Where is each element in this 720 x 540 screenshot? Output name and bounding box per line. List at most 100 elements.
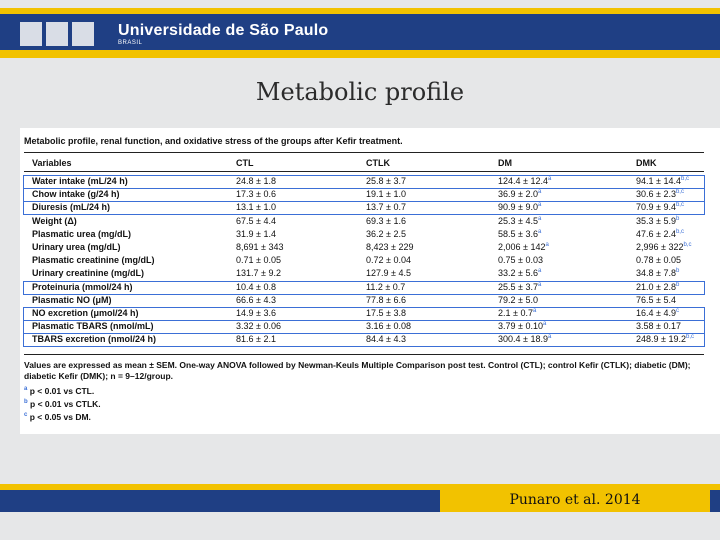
cell-variable-value: Plasmatic urea (mg/dL)	[32, 228, 132, 239]
cell-ctlk-value: 127.9 ± 4.5	[366, 268, 411, 279]
col-header-variables: Variables	[32, 158, 72, 168]
table-row: Plasmatic creatinine (mg/dL) 0.71 ± 0.05 0…	[24, 255, 704, 267]
cell-dmk-value: 47.6 ± 2.4	[636, 228, 676, 239]
cell-dmk-value: 0.78 ± 0.05	[636, 255, 681, 266]
col-header-dmk: DMK	[636, 158, 657, 168]
cell-dm-significance: a	[547, 334, 552, 341]
cell-dm: 90.9 ± 9.0a	[498, 202, 541, 212]
cell-dmk: 35.3 ± 5.9b	[636, 216, 679, 226]
cell-dmk: 2,996 ± 322b,c	[636, 242, 692, 252]
footnote-a: a p < 0.01 vs CTL.	[24, 386, 94, 396]
cell-dm: 2,006 ± 142a	[498, 242, 549, 252]
cell-dm-significance: a	[537, 189, 542, 196]
cell-ctlk: 77.8 ± 6.6	[366, 295, 406, 305]
top-rule	[24, 152, 704, 153]
cell-variable: Urinary urea (mg/dL)	[32, 242, 121, 252]
cell-ctl: 131.7 ± 9.2	[236, 268, 281, 278]
cell-dmk-significance: b,c	[680, 176, 689, 182]
logo-letter-p	[72, 22, 94, 46]
cell-dmk-value: 34.8 ± 7.8	[636, 268, 676, 279]
cell-variable-value: TBARS excretion (nmol/24 h)	[32, 334, 157, 345]
cell-dm: 25.3 ± 4.5a	[498, 216, 541, 226]
footnote-a-mark: a	[24, 386, 28, 393]
cell-variable-value: Urinary creatinine (mg/dL)	[32, 268, 145, 279]
cell-ctl: 0.71 ± 0.05	[236, 255, 281, 265]
university-name: Universidade de São Paulo	[118, 22, 329, 39]
cell-dm-value: 2,006 ± 142	[498, 242, 546, 252]
cell-ctlk-value: 8,423 ± 229	[366, 242, 414, 252]
cell-variable-value: Weight (Δ)	[32, 215, 77, 226]
cell-dm-value: 25.3 ± 4.5	[498, 215, 538, 226]
cell-dmk-significance: b	[675, 268, 680, 275]
cell-variable: Diuresis (mL/24 h)	[32, 202, 110, 212]
cell-dmk-value: 76.5 ± 5.4	[636, 294, 676, 305]
cell-ctl: 24.8 ± 1.8	[236, 176, 276, 186]
cell-ctlk-value: 77.8 ± 6.6	[366, 294, 406, 305]
cell-dm-significance: a	[537, 215, 542, 222]
cell-ctl: 13.1 ± 1.0	[236, 202, 276, 212]
cell-variable: Plasmatic TBARS (nmol/mL)	[32, 321, 154, 331]
header-rule	[24, 171, 704, 172]
cell-ctl: 31.9 ± 1.4	[236, 229, 276, 239]
cell-dm: 25.5 ± 3.7a	[498, 282, 541, 292]
cell-dmk-value: 21.0 ± 2.8	[636, 281, 676, 292]
cell-dm: 36.9 ± 2.0a	[498, 189, 541, 199]
cell-dm-value: 90.9 ± 9.0	[498, 202, 538, 213]
cell-ctl-value: 24.8 ± 1.8	[236, 176, 276, 186]
table-caption: Metabolic profile, renal function, and o…	[24, 136, 403, 146]
cell-dm-value: 3.79 ± 0.10	[498, 321, 543, 332]
cell-dmk: 34.8 ± 7.8b	[636, 268, 679, 278]
footnote-c-text: p < 0.05 vs DM.	[29, 412, 91, 422]
cell-ctlk-value: 13.7 ± 0.7	[366, 202, 406, 213]
cell-ctl-value: 10.4 ± 0.8	[236, 281, 276, 292]
cell-dmk-value: 30.6 ± 2.3	[636, 189, 676, 200]
table-row: Weight (Δ) 67.5 ± 4.4 69.3 ± 1.6 25.3 ± 4.5…	[24, 216, 704, 228]
cell-ctl-value: 17.3 ± 0.6	[236, 189, 276, 200]
table-footnote: Values are expressed as mean ± SEM. One-…	[24, 360, 691, 381]
cell-dmk: 70.9 ± 9.4b,c	[636, 202, 684, 212]
cell-dm: 3.79 ± 0.10a	[498, 321, 546, 331]
cell-dmk: 47.6 ± 2.4b,c	[636, 229, 684, 239]
cell-variable-value: Proteinuria (mmol/24 h)	[32, 281, 133, 292]
cell-variable: Urinary creatinine (mg/dL)	[32, 268, 144, 278]
cell-dmk-value: 3.58 ± 0.17	[636, 321, 681, 332]
cell-dm-significance: a	[532, 308, 537, 314]
cell-ctlk: 13.7 ± 0.7	[366, 202, 406, 212]
cell-dmk-significance: b	[675, 281, 680, 288]
cell-dm-value: 0.75 ± 0.03	[498, 255, 543, 266]
cell-dmk: 30.6 ± 2.3b,c	[636, 189, 684, 199]
cell-dm-value: 58.5 ± 3.6	[498, 228, 538, 239]
cell-dm: 33.2 ± 5.6a	[498, 268, 541, 278]
col-header-ctlk: CTLK	[366, 158, 390, 168]
cell-ctlk: 17.5 ± 3.8	[366, 308, 406, 318]
cell-dmk-significance: b,c	[675, 202, 684, 209]
cell-dmk-value: 16.4 ± 4.9	[636, 308, 676, 318]
cell-dmk-significance: b	[675, 215, 680, 222]
cell-dm-significance: a	[542, 321, 547, 328]
cell-dm-significance: a	[537, 228, 542, 235]
table-row: TBARS excretion (nmol/24 h) 81.6 ± 2.1 84.…	[23, 333, 705, 348]
table-panel: Metabolic profile, renal function, and o…	[20, 128, 720, 434]
slide-title: Metabolic profile	[255, 78, 465, 106]
footnote-b-text: p < 0.01 vs CTLK.	[30, 399, 101, 409]
footer-light-band	[0, 512, 720, 540]
cell-variable-value: Plasmatic TBARS (nmol/mL)	[32, 321, 154, 332]
table-row: Chow intake (g/24 h) 17.3 ± 0.6 19.1 ± 1.0…	[23, 188, 705, 203]
cell-variable: TBARS excretion (nmol/24 h)	[32, 334, 156, 344]
cell-variable: Water intake (mL/24 h)	[32, 176, 128, 186]
cell-ctl-value: 81.6 ± 2.1	[236, 334, 276, 345]
cell-dm-value: 25.5 ± 3.7	[498, 281, 538, 292]
table-row: Urinary creatinine (mg/dL) 131.7 ± 9.2 127…	[24, 268, 704, 280]
cell-dmk-value: 94.1 ± 14.4	[636, 176, 681, 186]
cell-ctl: 3.32 ± 0.06	[236, 321, 281, 331]
cell-variable-value: Plasmatic NO (μM)	[32, 294, 112, 305]
university-country: BRASIL	[118, 40, 143, 46]
cell-dmk-significance: b,c	[683, 242, 692, 248]
cell-dm-value: 36.9 ± 2.0	[498, 189, 538, 200]
cell-variable-value: Water intake (mL/24 h)	[32, 176, 128, 186]
cell-dm-value: 33.2 ± 5.6	[498, 268, 538, 279]
cell-ctl-value: 13.1 ± 1.0	[236, 202, 276, 213]
cell-dm-significance: a	[547, 176, 552, 182]
cell-dm: 124.4 ± 12.4a	[498, 176, 551, 186]
